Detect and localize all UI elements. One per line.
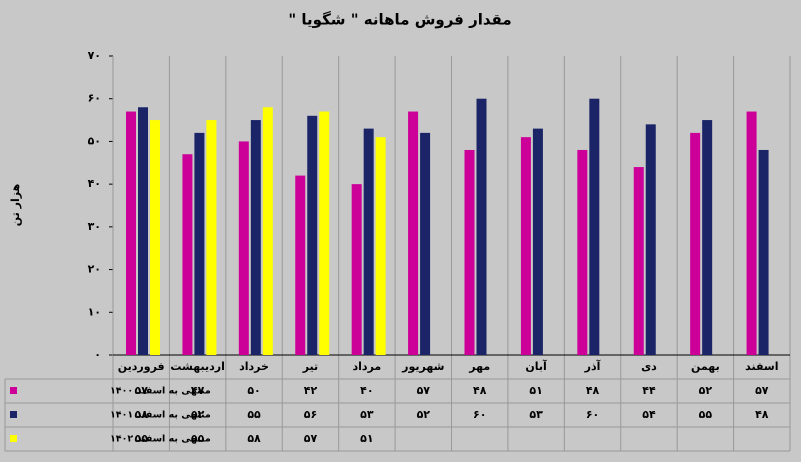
x-tick-label: شهریور (401, 360, 444, 373)
table-value: ۴۸ (755, 408, 769, 421)
bar (746, 111, 757, 356)
table-value: ۴۰ (360, 384, 373, 397)
y-axis-label: هزار تن (9, 184, 22, 226)
bar (702, 120, 713, 355)
bar (645, 124, 656, 355)
table-value: ۵۴ (642, 408, 656, 421)
legend-label: منتهی به اسفند ۱۴۰۰ (110, 386, 211, 397)
table-value: ۵۵ (247, 408, 261, 421)
legend-label: منتهی به اسفند ۱۴۰۲ (110, 434, 211, 445)
y-tick-label: ۱۰ (88, 305, 101, 318)
bar (295, 175, 306, 355)
table-value: ۵۷ (134, 384, 148, 397)
table-value: ۵۸ (134, 408, 148, 421)
table-value: ۶۰ (586, 408, 599, 421)
x-tick-label: مرداد (353, 360, 382, 373)
bar (520, 137, 531, 355)
table-value: ۵۱ (529, 384, 542, 397)
x-tick-label: خرداد (239, 360, 269, 373)
table-value: ۵۵ (191, 432, 205, 445)
x-tick-label: آذر (584, 359, 601, 373)
bar (319, 111, 330, 356)
table-value: ۵۶ (304, 408, 317, 421)
bar (238, 141, 249, 355)
bar (126, 111, 136, 356)
legend-label: منتهی به اسفند ۱۴۰۱ (110, 410, 211, 421)
bar (206, 120, 217, 355)
table-value: ۵۲ (417, 408, 431, 421)
x-tick-label: اردیبهشت (170, 360, 224, 373)
y-tick-label: ۴۰ (88, 177, 101, 190)
bar (690, 132, 701, 355)
chart-title: مقدار فروش ماهانه " شگويا " (288, 11, 511, 29)
y-tick-label: ۵۰ (88, 134, 101, 147)
bar (375, 137, 386, 355)
x-tick-label: دی (641, 360, 657, 373)
bar (307, 115, 318, 355)
table-value: ۵۲ (191, 408, 205, 421)
table-value: ۴۴ (642, 384, 656, 397)
x-tick-label: بهمن (691, 360, 720, 373)
bar (408, 111, 419, 356)
y-tick-label: ۶۰ (88, 92, 101, 105)
y-tick-label: ۷۰ (88, 49, 101, 62)
bar (351, 184, 362, 355)
y-tick-label: ۳۰ (88, 220, 101, 233)
bar (633, 167, 644, 355)
x-tick-label: مهر (468, 360, 490, 373)
bar (250, 120, 261, 355)
x-tick-label: فروردین (118, 360, 165, 373)
bar (363, 128, 374, 355)
legend-swatch (10, 411, 17, 418)
table-value: ۵۲ (699, 384, 713, 397)
bar (182, 154, 193, 355)
bar (420, 132, 431, 355)
legend-swatch (10, 387, 17, 394)
table-value: ۵۳ (360, 408, 374, 421)
bar (577, 149, 588, 355)
bar (589, 98, 600, 355)
x-tick-label: اسفند (745, 360, 778, 373)
y-tick-label: ۰ (94, 348, 101, 361)
legend-swatch (10, 435, 17, 442)
x-tick-label: آبان (525, 359, 547, 373)
x-tick-label: تیر (302, 360, 318, 373)
table-value: ۵۷ (304, 432, 318, 445)
bar (532, 128, 543, 355)
table-value: ۵۸ (247, 432, 261, 445)
bar (758, 149, 769, 355)
bar (262, 107, 273, 355)
bar (138, 107, 148, 355)
bar (150, 120, 160, 355)
table-value: ۵۳ (529, 408, 543, 421)
bar (464, 149, 475, 355)
bar (476, 98, 487, 355)
table-value: ۴۸ (473, 384, 487, 397)
table-value: ۵۰ (247, 384, 260, 397)
table-value: ۵۵ (699, 408, 713, 421)
table-value: ۵۷ (417, 384, 431, 397)
table-value: ۶۰ (473, 408, 486, 421)
table-value: ۴۸ (586, 384, 600, 397)
table-value: ۴۷ (191, 384, 205, 397)
bar (194, 132, 205, 355)
table-value: ۵۷ (755, 384, 769, 397)
table-value: ۵۵ (134, 432, 148, 445)
y-tick-label: ۲۰ (88, 263, 101, 276)
table-value: ۴۲ (304, 384, 318, 397)
table-value: ۵۱ (360, 432, 373, 445)
